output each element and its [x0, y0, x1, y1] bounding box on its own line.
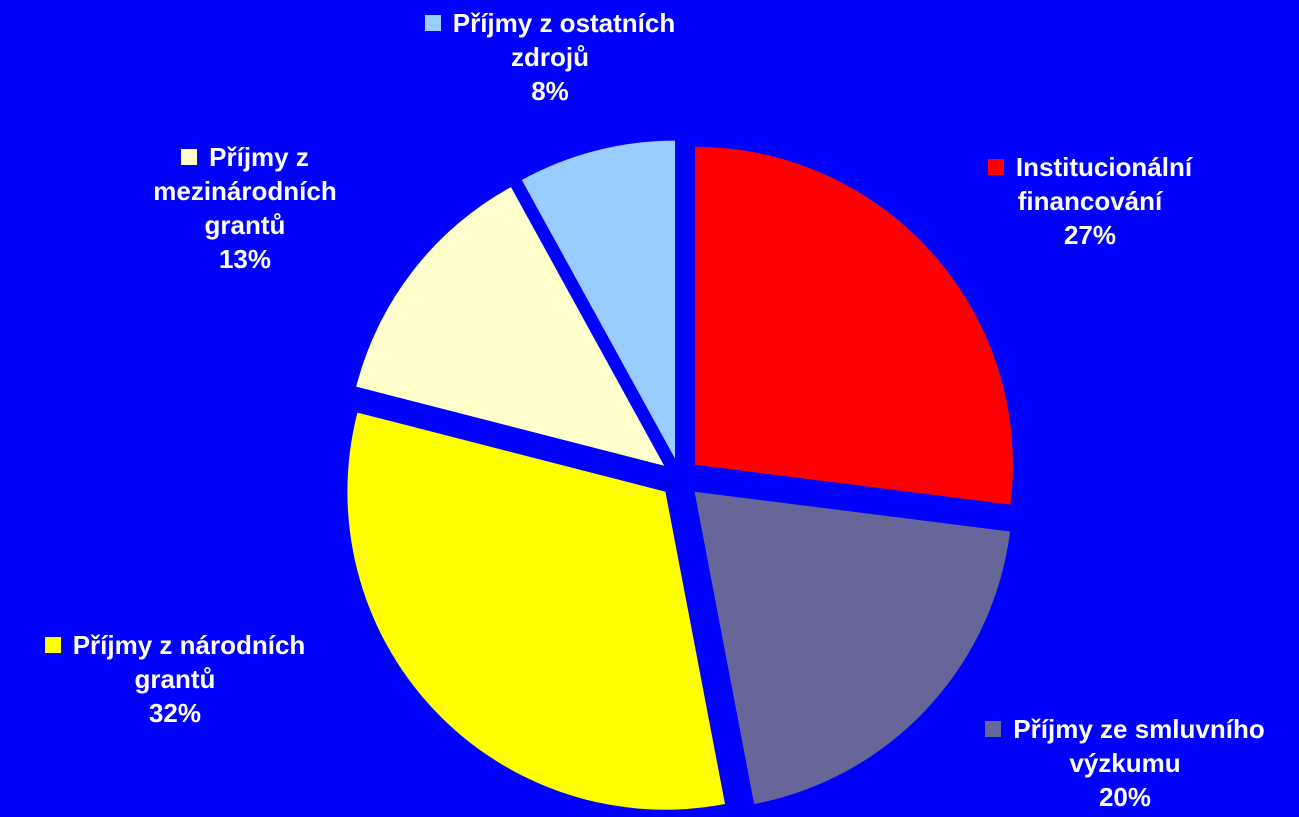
slice-value: 8%: [531, 76, 569, 106]
pie-slice: [356, 187, 665, 466]
slice-label: Příjmy z národních grantů 32%: [5, 628, 345, 730]
pie-slice: [521, 140, 676, 459]
slice-name: Příjmy z mezinárodních grantů: [153, 142, 337, 240]
slice-name: Institucionální financování: [1015, 152, 1193, 216]
slice-name: Příjmy z národních grantů: [72, 630, 306, 694]
slice-value: 13%: [218, 244, 272, 274]
legend-marker: [44, 637, 61, 653]
slice-label: Příjmy z mezinárodních grantů 13%: [120, 140, 370, 276]
slice-value: 20%: [1098, 782, 1152, 812]
legend-marker: [985, 721, 1002, 737]
slice-name: Příjmy ze smluvního výzkumu: [1013, 714, 1265, 778]
slice-label: Příjmy ze smluvního výzkumu 20%: [955, 712, 1295, 814]
slice-label: Příjmy z ostatních zdrojů 8%: [390, 6, 710, 108]
slice-name: Příjmy z ostatních zdrojů: [452, 8, 676, 72]
legend-marker: [181, 149, 198, 165]
slice-value: 32%: [148, 698, 202, 728]
pie-slice: [695, 146, 1014, 505]
slice-label: Institucionální financování 27%: [955, 150, 1225, 252]
legend-marker: [987, 159, 1004, 175]
slice-value: 27%: [1063, 220, 1117, 250]
pie-slice: [694, 491, 1011, 805]
legend-marker: [424, 15, 441, 31]
pie-slice: [347, 412, 726, 810]
